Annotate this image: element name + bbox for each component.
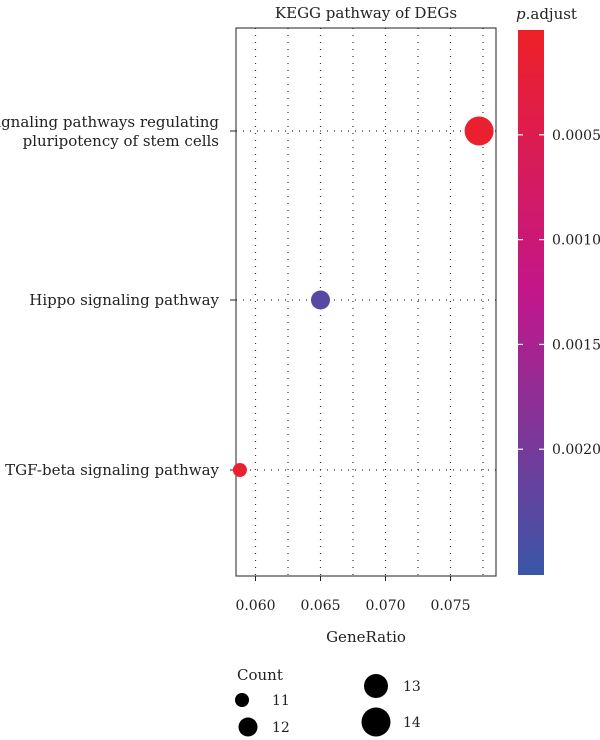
x-axis-label: GeneRatio: [326, 628, 406, 646]
x-tick-label: 0.070: [365, 598, 405, 614]
size-legend: 11 12 13 14: [235, 674, 421, 737]
y-category-label: Signaling pathways regulating pluripotenc…: [0, 113, 219, 150]
colorbar: [518, 30, 544, 575]
data-point: [232, 463, 247, 477]
y-category-label-line: pluripotency of stem cells: [23, 132, 219, 150]
y-category-label-line: Signaling pathways regulating: [0, 113, 219, 131]
colorbar-title-rest: .adjust: [526, 5, 577, 23]
data-points: [232, 116, 494, 477]
x-tick-label: 0.060: [235, 598, 275, 614]
x-tick-label: 0.065: [300, 598, 340, 614]
plot-frame: [235, 27, 497, 577]
x-tick-label: 0.075: [430, 598, 470, 614]
size-legend-label: 13: [403, 679, 421, 695]
size-legend-label: 11: [272, 693, 290, 709]
size-legend-dot: [238, 717, 258, 737]
size-legend-label: 12: [272, 720, 290, 736]
y-category-label-line: Hippo signaling pathway: [29, 291, 219, 309]
size-legend-dot: [235, 693, 249, 707]
colorbar-tick-label: 0.0015: [552, 337, 600, 353]
data-point: [464, 116, 494, 146]
colorbar-ticks: 0.0005 0.0010 0.0015 0.0020: [518, 128, 600, 458]
data-point: [311, 290, 330, 310]
size-legend-title: Count: [237, 666, 283, 684]
size-legend-dot: [361, 707, 391, 737]
grid: [236, 28, 496, 576]
colorbar-tick-label: 0.0005: [552, 128, 600, 144]
colorbar-tick-label: 0.0020: [552, 442, 600, 458]
x-axis-ticks: 0.060 0.065 0.070 0.075: [235, 576, 471, 614]
y-axis-categories: Signaling pathways regulating pluripotenc…: [0, 113, 236, 479]
colorbar-title-italic: p: [516, 5, 526, 23]
chart-title: KEGG pathway of DEGs: [275, 4, 457, 22]
size-legend-dot: [364, 674, 388, 698]
colorbar-tick-label: 0.0010: [552, 233, 600, 249]
y-category-label: Hippo signaling pathway: [29, 291, 219, 309]
y-category-label: TGF-beta signaling pathway: [5, 461, 219, 479]
y-category-label-line: TGF-beta signaling pathway: [5, 461, 219, 479]
size-legend-label: 14: [403, 715, 421, 731]
colorbar-title: p.adjust: [516, 5, 577, 23]
